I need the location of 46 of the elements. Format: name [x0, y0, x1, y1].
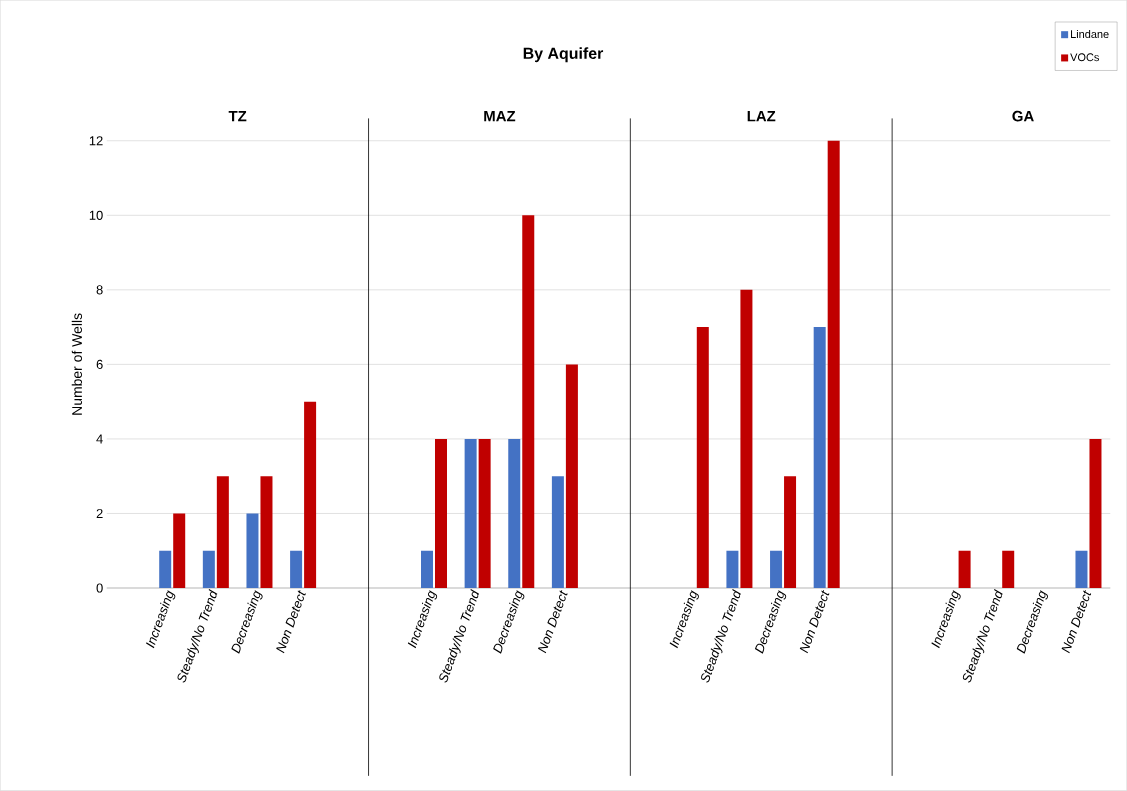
bar [159, 550, 172, 589]
bar [726, 550, 739, 589]
bar [260, 476, 273, 589]
x-tick-label: Non Detect [276, 590, 306, 654]
y-tick-label: 12 [89, 136, 103, 146]
x-tick-label: Non Detect [799, 590, 830, 654]
bar [813, 327, 826, 589]
bar [958, 550, 971, 589]
bar [1089, 439, 1102, 589]
text: MAZ [484, 111, 516, 122]
y-tick-label: 4 [96, 434, 103, 444]
bar [551, 476, 564, 589]
x-tick-label: Non Detect [1061, 590, 1092, 654]
bar [565, 364, 578, 589]
chart-title: By Aquifer [523, 47, 604, 63]
bar [304, 401, 317, 589]
bar [740, 289, 753, 589]
bar [246, 513, 259, 589]
bar [1002, 550, 1015, 589]
legend-label: VOCs [1070, 53, 1099, 62]
bar [420, 550, 433, 589]
legend-label: Lindane [1071, 30, 1109, 39]
bar [827, 140, 840, 589]
y-tick-label: 10 [89, 210, 103, 220]
y-tick-label: 6 [96, 359, 103, 370]
bar [784, 476, 797, 589]
bar [522, 215, 535, 589]
bar [464, 439, 477, 589]
y-tick-label: 0 [96, 583, 103, 593]
bar [478, 439, 491, 589]
bar [290, 550, 303, 589]
bar [770, 550, 783, 589]
text: GA [1012, 110, 1034, 122]
text: LAZ [747, 111, 776, 122]
text: TZ [228, 111, 247, 122]
bar [435, 439, 447, 589]
bar [1075, 550, 1088, 589]
y-axis-title: Number of Wells [71, 313, 82, 415]
y-tick-label: 8 [96, 285, 103, 295]
bar [216, 476, 229, 589]
bar [508, 439, 521, 589]
x-tick-label: Non Detect [538, 590, 568, 654]
bar [202, 550, 215, 589]
bar [696, 327, 709, 589]
y-tick-label: 2 [96, 509, 103, 519]
bar [173, 513, 186, 589]
